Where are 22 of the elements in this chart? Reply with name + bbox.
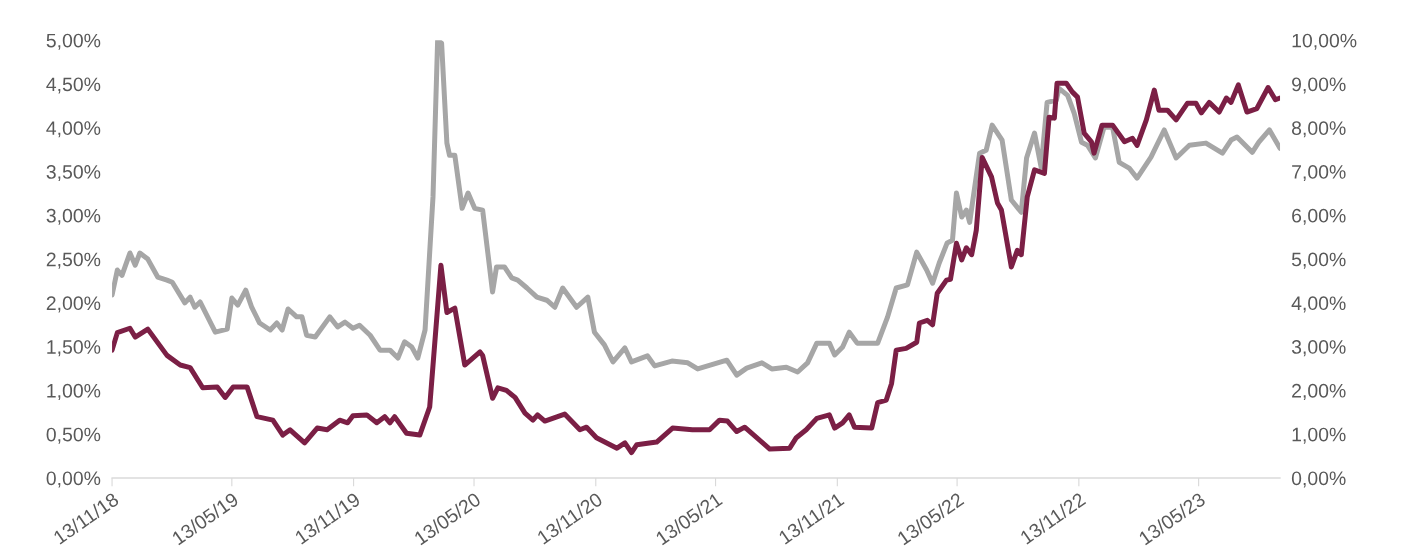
y-tick-label: 0,50% (46, 427, 101, 444)
y2-tick-label: 3,00% (1291, 340, 1346, 357)
y2-tick-label: 6,00% (1292, 208, 1346, 225)
y-tick-label: 4,00% (46, 121, 101, 138)
y2-tick-label: 1,00% (1292, 427, 1346, 444)
y-tick-label: 2,50% (46, 252, 101, 269)
y-tick-label: 3,00% (46, 208, 101, 225)
y2-tick-label: 0,00% (1291, 471, 1346, 488)
y2-tick-label: 8,00% (1291, 121, 1346, 138)
y-tick-label: 1,50% (47, 340, 101, 357)
y-tick-label: 3,50% (46, 165, 101, 182)
y-tick-label: 2,00% (46, 296, 101, 313)
y-tick-label: 1,00% (47, 383, 101, 400)
y2-tick-label: 5,00% (1291, 252, 1346, 269)
y2-tick-label: 9,00% (1292, 77, 1346, 94)
y2-tick-label: 2,00% (1292, 383, 1346, 400)
y-tick-label: 5,00% (46, 33, 101, 50)
y-tick-label: 4,50% (46, 77, 101, 94)
y2-tick-label: 10,00% (1292, 33, 1357, 50)
y-tick-label: 0,00% (46, 471, 101, 488)
y2-tick-label: 4,00% (1291, 296, 1346, 313)
y2-tick-label: 7,00% (1292, 165, 1346, 182)
